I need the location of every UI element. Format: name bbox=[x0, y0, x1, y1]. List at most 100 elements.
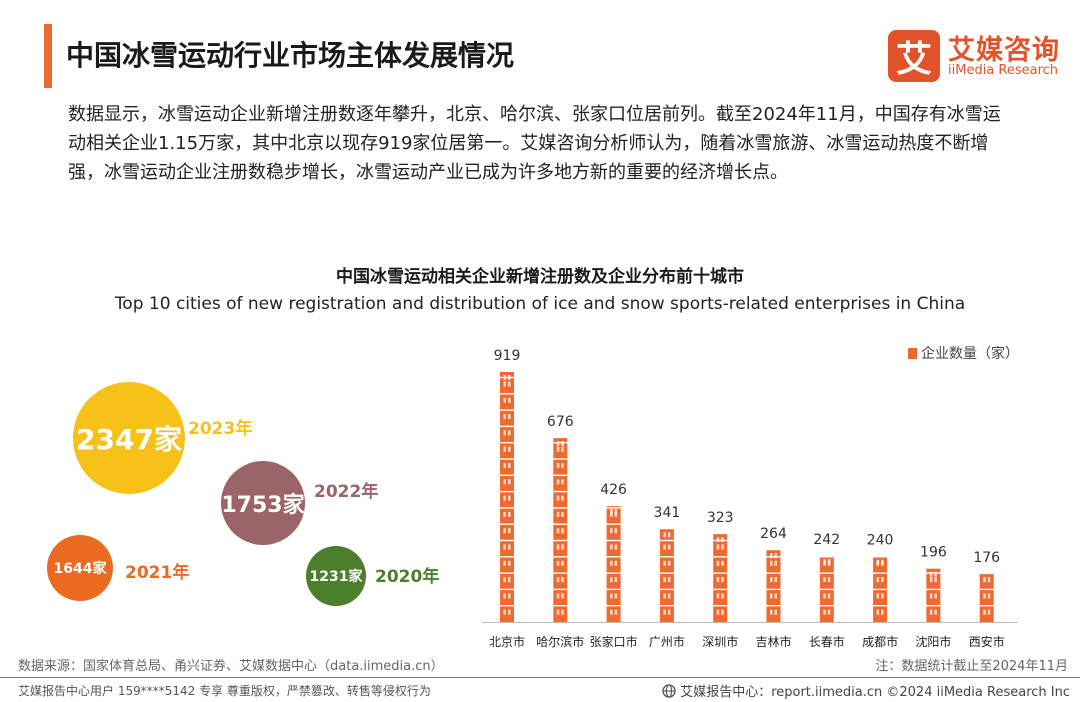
bar-window bbox=[556, 463, 560, 468]
bar-window bbox=[508, 375, 511, 380]
bar-window bbox=[663, 577, 666, 583]
bar-window bbox=[610, 577, 613, 583]
bar-window bbox=[983, 577, 986, 583]
bar-window bbox=[503, 381, 506, 387]
bar-window bbox=[610, 609, 613, 615]
bar-window bbox=[987, 609, 991, 615]
bar-window bbox=[508, 593, 511, 599]
bar-window bbox=[556, 544, 560, 550]
bar-window bbox=[774, 577, 777, 583]
bar-window bbox=[721, 537, 724, 543]
bar-value-label: 242 bbox=[813, 532, 840, 548]
bar-window bbox=[503, 511, 506, 517]
bar-window bbox=[823, 577, 826, 583]
bar-value-label: 676 bbox=[547, 414, 574, 430]
bar-window bbox=[663, 560, 666, 566]
bar-window bbox=[823, 559, 826, 565]
bar-window bbox=[561, 511, 564, 517]
bar-window bbox=[721, 609, 724, 615]
bar-window bbox=[663, 593, 666, 599]
x-tick-label: 吉林市 bbox=[755, 634, 791, 649]
bar-window bbox=[614, 544, 618, 550]
bar-window bbox=[561, 528, 564, 534]
bar-window bbox=[610, 560, 613, 566]
bar-window bbox=[823, 609, 826, 615]
bar-value-label: 196 bbox=[920, 545, 947, 561]
bar-window bbox=[614, 577, 618, 583]
bar-window bbox=[610, 509, 613, 515]
bar bbox=[659, 529, 674, 622]
footer-copyright-notice: 艾媒报告中心用户 159****5142 专享 尊重版权，严禁篡改、转售等侵权行… bbox=[18, 684, 431, 698]
bar-window bbox=[667, 544, 671, 550]
bar-window bbox=[503, 414, 506, 420]
bar-window bbox=[561, 446, 564, 452]
bubble-year-label: 2021年 bbox=[125, 563, 190, 583]
bar-window bbox=[508, 381, 511, 387]
bar-window bbox=[827, 559, 831, 565]
bar-value-label: 341 bbox=[654, 505, 681, 521]
bar-window bbox=[561, 495, 564, 501]
x-tick-label: 成都市 bbox=[862, 634, 898, 649]
bar-window bbox=[503, 609, 506, 615]
bar-window bbox=[721, 544, 724, 550]
bar-window bbox=[503, 430, 506, 436]
x-tick-label: 深圳市 bbox=[702, 634, 738, 649]
bar-window bbox=[716, 537, 720, 543]
intro-paragraph: 数据显示，冰雪运动企业新增注册数逐年攀升，北京、哈尔滨、张家口位居前列。截至20… bbox=[68, 104, 1001, 183]
x-tick-label: 广州市 bbox=[649, 634, 685, 649]
bar-window bbox=[716, 609, 720, 615]
chart-title: 中国冰雪运动相关企业新增注册数及企业分布前十城市 bbox=[336, 267, 744, 287]
bar-window bbox=[929, 571, 933, 577]
bar-window bbox=[934, 609, 937, 615]
bar-window bbox=[508, 577, 511, 583]
bar-window bbox=[667, 532, 671, 538]
x-tick-label: 张家口市 bbox=[590, 634, 638, 649]
bar-window bbox=[503, 544, 506, 550]
bar-window bbox=[929, 609, 933, 615]
bar-window bbox=[667, 609, 671, 615]
title-accent-bar bbox=[44, 24, 52, 88]
bar-window bbox=[929, 577, 933, 583]
footer-report-center: 艾媒报告中心：report.iimedia.cn ©2024 iiMedia R… bbox=[662, 681, 1070, 700]
bar-window bbox=[881, 559, 884, 565]
globe-icon bbox=[662, 683, 676, 698]
bar-window bbox=[503, 495, 506, 501]
bar-window bbox=[721, 577, 724, 583]
x-tick-label: 沈阳市 bbox=[915, 634, 951, 649]
bar-window bbox=[987, 577, 991, 583]
bar-value-label: 919 bbox=[494, 348, 521, 364]
bar-window bbox=[934, 593, 937, 599]
bar-value-label: 426 bbox=[600, 482, 627, 498]
bar-window bbox=[823, 593, 826, 599]
bar-window bbox=[774, 553, 777, 559]
bar-window bbox=[503, 446, 506, 452]
bar-window bbox=[508, 446, 511, 452]
bar-window bbox=[827, 577, 831, 583]
bar-window bbox=[827, 609, 831, 615]
bar-window bbox=[774, 560, 777, 566]
bar-window bbox=[508, 528, 511, 534]
bar-window bbox=[721, 560, 724, 566]
bar-window bbox=[614, 593, 618, 599]
bar-window bbox=[503, 560, 506, 566]
bar-legend: 企业数量（家） bbox=[908, 343, 1019, 363]
bar-window bbox=[716, 577, 720, 583]
bar-window bbox=[881, 593, 884, 599]
bubble-2021年: 1644家 bbox=[47, 535, 113, 601]
bar-window bbox=[716, 593, 720, 599]
bar-window bbox=[508, 430, 511, 436]
bar-window bbox=[770, 593, 773, 599]
bar-window bbox=[561, 577, 564, 583]
bar-window bbox=[934, 577, 937, 583]
bubble-year-label: 2020年 bbox=[375, 567, 440, 587]
bubble-year-label: 2022年 bbox=[314, 482, 379, 502]
bar-window bbox=[561, 609, 564, 615]
bar-window bbox=[770, 560, 773, 566]
bar-window bbox=[508, 463, 511, 468]
bar-window bbox=[614, 511, 618, 517]
logo-mark: 艾 bbox=[888, 30, 940, 82]
bar-window bbox=[667, 577, 671, 583]
bar-window bbox=[983, 609, 986, 615]
bar-window bbox=[503, 397, 506, 403]
